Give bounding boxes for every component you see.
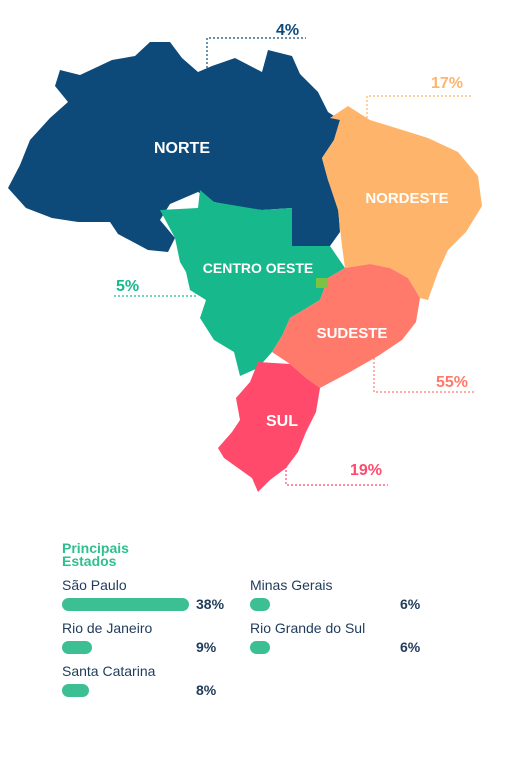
region-label-sul: SUL (266, 413, 298, 430)
leader-line-sudeste (373, 358, 474, 393)
percent-sudeste: 55% (436, 374, 468, 391)
region-label-norte: NORTE (154, 140, 210, 157)
state-share-bar (62, 598, 189, 611)
percent-sul: 19% (350, 462, 382, 479)
legend-title-line2: Estados (62, 553, 117, 569)
brazil-regions-map: NORTE NORDESTE CENTRO OESTE SUDESTE SUL … (8, 22, 482, 492)
state-name: Rio Grande do Sul (250, 620, 366, 636)
leader-line-nordeste (366, 95, 472, 118)
region-sudeste[interactable] (272, 264, 420, 388)
percent-centro-oeste: 5% (116, 278, 139, 295)
state-value: 6% (400, 596, 421, 612)
state-value: 9% (196, 639, 217, 655)
state-share-bar (62, 641, 92, 654)
state-value: 38% (196, 596, 225, 612)
region-label-centro-oeste: CENTRO OESTE (203, 260, 313, 276)
region-nordeste[interactable] (322, 106, 482, 300)
percent-norte: 4% (276, 22, 299, 39)
state-share-bar (250, 598, 270, 611)
state-value: 8% (196, 682, 217, 698)
state-name: Rio de Janeiro (62, 620, 153, 636)
percent-nordeste: 17% (431, 75, 463, 92)
leader-line-centro-oeste (114, 282, 197, 297)
legend-title-line1: Principais (62, 540, 129, 556)
region-centro-oeste[interactable] (160, 190, 345, 376)
state-share-bar (250, 641, 270, 654)
state-value: 6% (400, 639, 421, 655)
region-label-sudeste: SUDESTE (317, 325, 388, 342)
state-share-bar (62, 684, 89, 697)
region-label-nordeste: NORDESTE (365, 190, 448, 207)
region-sul[interactable] (218, 362, 320, 492)
leader-line-norte (206, 37, 306, 72)
region-norte[interactable] (8, 42, 340, 252)
state-name: Minas Gerais (250, 577, 333, 593)
federal-district-marker (316, 278, 328, 288)
state-name: Santa Catarina (62, 663, 156, 679)
state-name: São Paulo (62, 577, 127, 593)
legend-title: Principais Estados (62, 540, 182, 569)
